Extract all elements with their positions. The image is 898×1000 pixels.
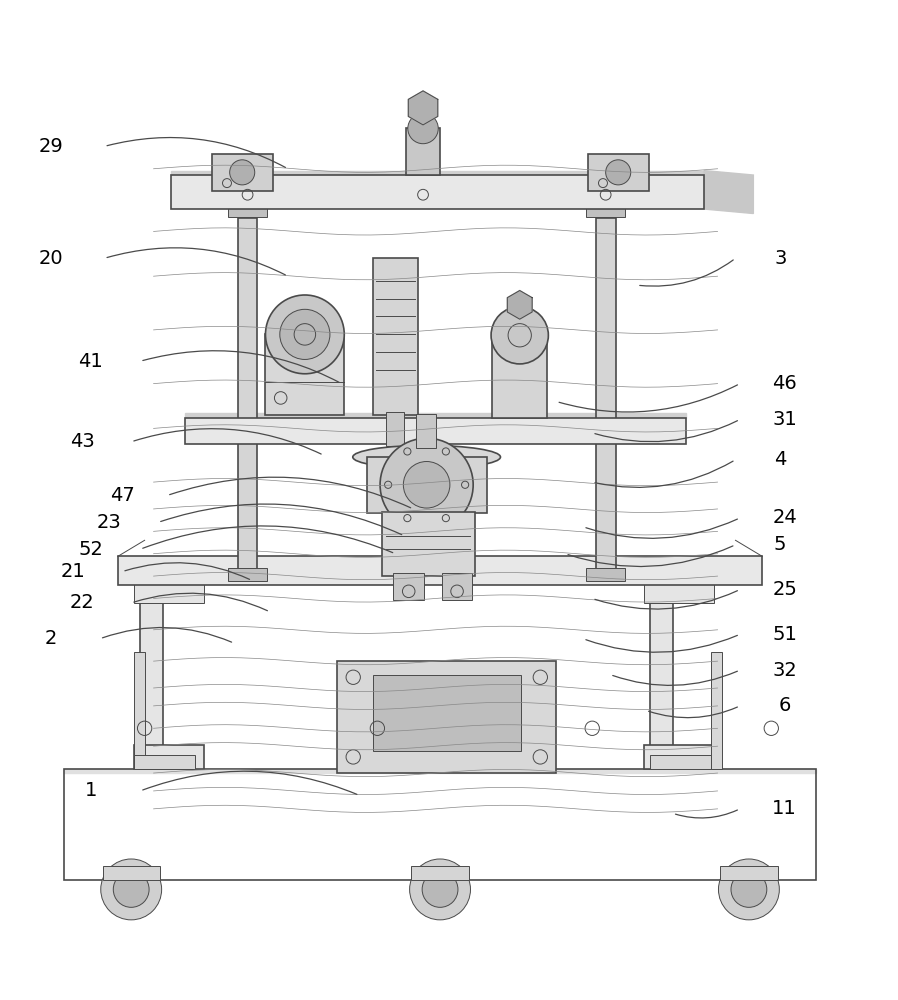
Circle shape (266, 295, 344, 374)
Circle shape (113, 872, 149, 907)
Text: 52: 52 (78, 540, 103, 559)
Polygon shape (64, 769, 816, 773)
Text: 6: 6 (779, 696, 791, 715)
Bar (238, 218, 258, 576)
Text: 11: 11 (772, 799, 797, 818)
Bar (416, 414, 436, 448)
Bar (650, 755, 711, 769)
Bar (172, 175, 704, 209)
Text: 4: 4 (774, 450, 787, 469)
Text: 20: 20 (39, 249, 63, 268)
Polygon shape (185, 413, 686, 418)
Circle shape (605, 160, 630, 185)
Circle shape (230, 160, 255, 185)
Text: 25: 25 (772, 580, 797, 599)
Text: 32: 32 (772, 661, 797, 680)
Circle shape (101, 859, 162, 920)
Polygon shape (704, 171, 753, 214)
Text: 3: 3 (774, 249, 787, 268)
Text: 5: 5 (774, 535, 787, 554)
Text: 46: 46 (772, 374, 797, 393)
Ellipse shape (353, 445, 500, 469)
Polygon shape (172, 171, 704, 175)
Circle shape (422, 872, 458, 907)
Bar (373, 258, 418, 415)
Text: 31: 31 (772, 410, 797, 429)
Bar (492, 335, 548, 418)
Bar (118, 556, 762, 585)
Text: 29: 29 (39, 137, 63, 156)
Bar (711, 652, 722, 769)
Circle shape (718, 859, 779, 920)
Circle shape (403, 462, 450, 508)
Text: 21: 21 (61, 562, 85, 581)
Text: 51: 51 (772, 625, 797, 644)
Bar (134, 745, 204, 769)
Circle shape (491, 307, 549, 364)
Bar (185, 418, 686, 444)
Bar (134, 755, 195, 769)
Bar (406, 128, 440, 175)
Bar (442, 573, 472, 600)
Bar (134, 580, 204, 603)
Text: 22: 22 (69, 593, 94, 612)
Bar (644, 745, 714, 769)
Text: 2: 2 (44, 629, 57, 648)
Circle shape (380, 438, 473, 531)
Bar (595, 218, 615, 576)
Bar (586, 568, 625, 581)
Bar (644, 580, 714, 603)
Bar (212, 154, 273, 191)
Bar (720, 866, 778, 880)
Bar (373, 675, 521, 751)
Bar (337, 661, 557, 773)
Bar (586, 205, 625, 217)
Text: 1: 1 (84, 781, 97, 800)
Bar (102, 866, 160, 880)
Text: 41: 41 (78, 352, 103, 371)
Bar (64, 769, 816, 880)
Circle shape (409, 859, 471, 920)
Bar (411, 866, 469, 880)
Bar (134, 652, 145, 769)
Text: 43: 43 (69, 432, 94, 451)
Bar (386, 412, 404, 446)
Bar (393, 573, 424, 600)
Text: 47: 47 (110, 486, 135, 505)
Bar (382, 512, 475, 576)
Bar (140, 572, 163, 769)
Bar (266, 334, 344, 415)
Text: 24: 24 (772, 508, 797, 527)
Circle shape (280, 309, 330, 359)
Bar (650, 572, 673, 769)
Bar (228, 568, 268, 581)
Polygon shape (507, 291, 533, 319)
Bar (228, 205, 268, 217)
Bar (366, 457, 487, 513)
Circle shape (731, 872, 767, 907)
Bar (588, 154, 648, 191)
Text: 23: 23 (96, 513, 121, 532)
Polygon shape (409, 91, 437, 125)
Circle shape (408, 113, 438, 144)
